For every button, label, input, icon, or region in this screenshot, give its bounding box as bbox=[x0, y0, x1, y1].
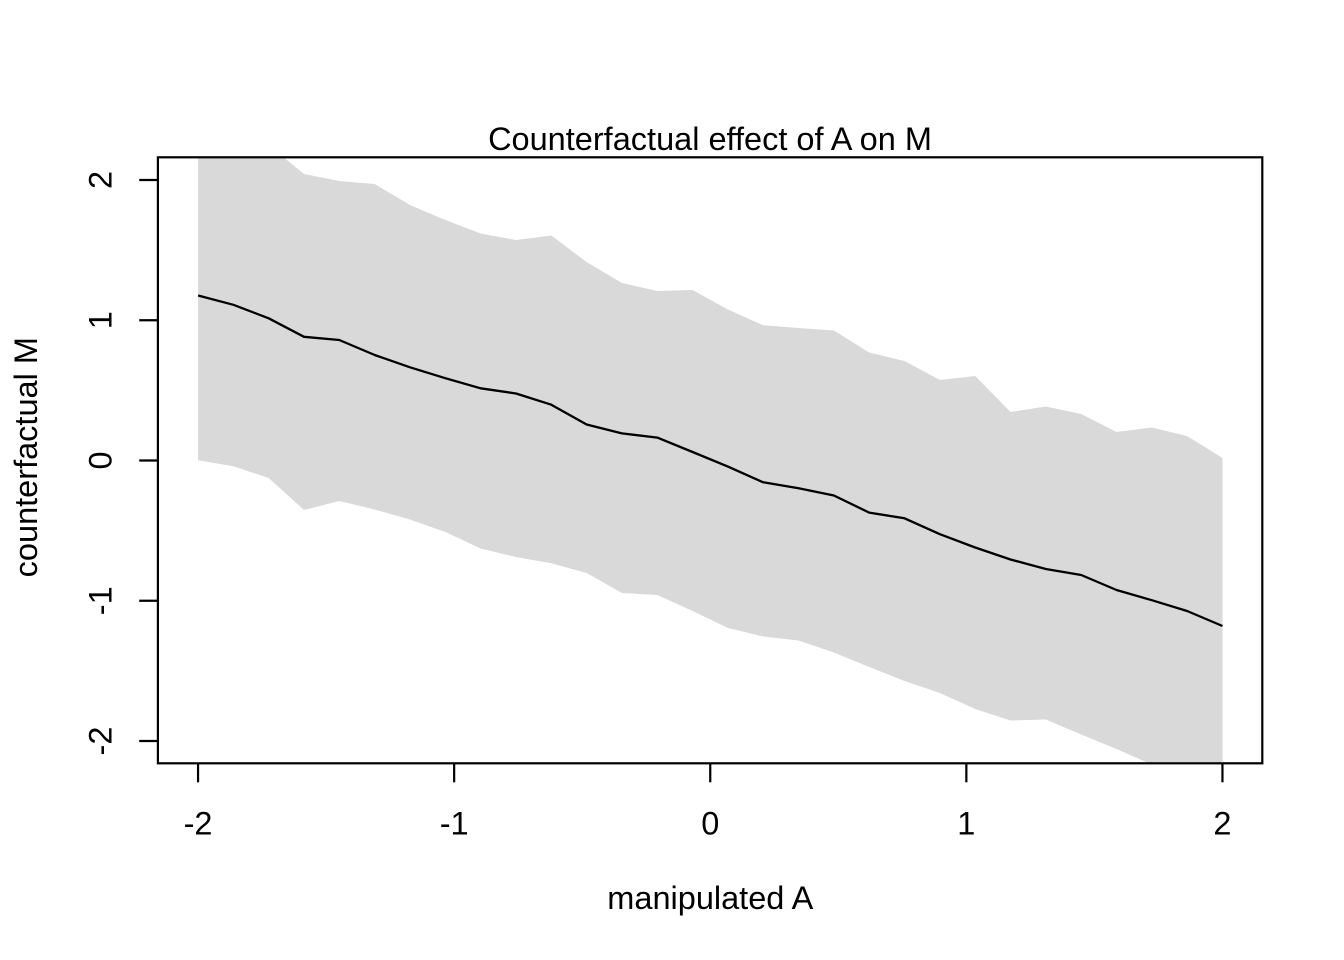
svg-text:2: 2 bbox=[1213, 805, 1231, 841]
svg-text:0: 0 bbox=[701, 805, 719, 841]
svg-text:0: 0 bbox=[83, 451, 119, 469]
svg-text:Counterfactual effect of A on: Counterfactual effect of A on M bbox=[488, 121, 932, 157]
svg-text:counterfactual M: counterfactual M bbox=[8, 337, 44, 577]
svg-text:1: 1 bbox=[83, 311, 119, 329]
svg-text:-2: -2 bbox=[184, 805, 213, 841]
svg-text:2: 2 bbox=[83, 171, 119, 189]
svg-text:1: 1 bbox=[957, 805, 975, 841]
svg-text:-1: -1 bbox=[83, 586, 119, 615]
svg-text:manipulated A: manipulated A bbox=[607, 880, 813, 916]
svg-text:-1: -1 bbox=[440, 805, 469, 841]
svg-text:-2: -2 bbox=[83, 727, 119, 756]
